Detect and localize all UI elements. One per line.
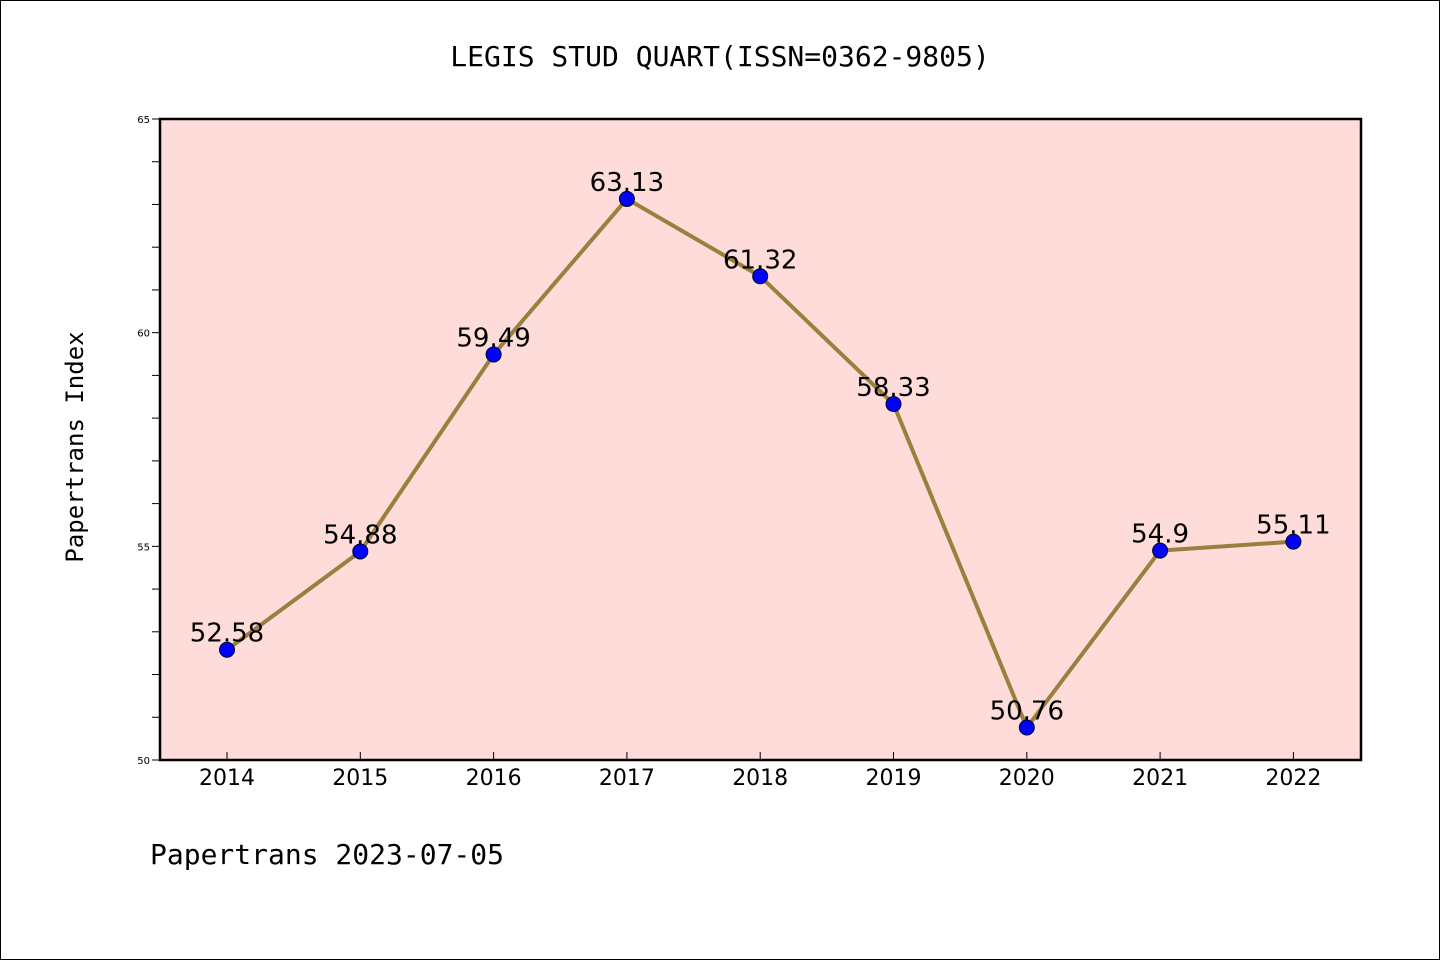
data-point — [885, 396, 902, 413]
data-label: 58.33 — [856, 373, 930, 403]
data-point — [1152, 542, 1169, 559]
data-label: 59.49 — [456, 323, 530, 353]
y-tick-label: 55 — [137, 542, 150, 553]
x-tick-label: 2017 — [599, 766, 655, 791]
data-point — [1285, 533, 1302, 550]
x-tick-label: 2019 — [866, 766, 922, 791]
data-point — [752, 268, 769, 285]
plot-area — [158, 117, 1363, 762]
data-point — [485, 346, 502, 363]
y-tick-label: 50 — [137, 756, 150, 767]
chart-title: LEGIS STUD QUART(ISSN=0362-9805) — [450, 40, 989, 73]
y-tick-label: 60 — [137, 329, 150, 340]
x-tick-label: 2022 — [1265, 766, 1321, 791]
data-point — [618, 190, 635, 207]
x-axis: 2014 2015 2016 2017 2018 2019 2020 2021 2022 — [199, 752, 1321, 791]
x-tick-label: 2015 — [332, 766, 388, 791]
x-tick-label: 2016 — [466, 766, 522, 791]
x-tick-label: 2021 — [1132, 766, 1188, 791]
data-label: 54.9 — [1131, 520, 1189, 550]
y-axis: 50 55 60 65 — [137, 115, 160, 767]
data-point — [352, 543, 369, 560]
x-tick-label: 2018 — [732, 766, 788, 791]
data-point — [1018, 719, 1035, 736]
data-labels: 52.58 54.88 59.49 63.13 61.32 58.33 50.76 54.9 5… — [190, 168, 1331, 727]
x-tick-label: 2020 — [999, 766, 1055, 791]
x-tick-label: 2014 — [199, 766, 255, 791]
data-label: 52.58 — [190, 619, 264, 649]
data-markers — [219, 190, 1302, 736]
data-label: 50.76 — [990, 697, 1064, 727]
data-label: 55.11 — [1256, 511, 1330, 541]
data-label: 63.13 — [590, 168, 664, 198]
y-tick-label: 65 — [137, 115, 150, 126]
data-label: 61.32 — [723, 245, 797, 275]
y-axis-label: Papertrans Index — [61, 331, 89, 562]
data-point — [219, 641, 235, 658]
data-label: 54.88 — [323, 520, 397, 550]
footer-text: Papertrans 2023-07-05 — [150, 838, 504, 871]
